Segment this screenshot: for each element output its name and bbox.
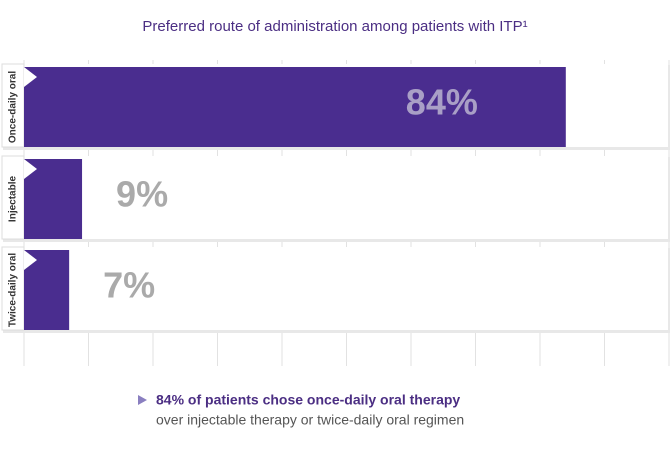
row-background bbox=[2, 247, 668, 330]
chart-title: Preferred route of administration among … bbox=[142, 18, 527, 35]
bar-notch bbox=[24, 159, 37, 179]
category-label: Injectable bbox=[8, 176, 19, 223]
value-label: 9% bbox=[116, 174, 168, 215]
rows: Once-daily oral 84% Injectable 9% Twice-dail… bbox=[1, 63, 670, 333]
value-label: 84% bbox=[406, 82, 478, 123]
row-background bbox=[2, 156, 668, 239]
bar-notch bbox=[24, 67, 37, 87]
category-label: Twice-daily oral bbox=[8, 253, 19, 328]
category-label: Once-daily oral bbox=[8, 71, 19, 143]
bar bbox=[24, 67, 566, 147]
footnote-bold: 84% of patients chose once-daily oral th… bbox=[156, 392, 460, 408]
bar-notch bbox=[24, 250, 37, 270]
value-label: 7% bbox=[103, 265, 155, 306]
bar bbox=[24, 159, 83, 239]
bullet-arrow bbox=[138, 395, 147, 405]
footnote-text: over injectable therapy or twice-daily o… bbox=[156, 412, 464, 428]
